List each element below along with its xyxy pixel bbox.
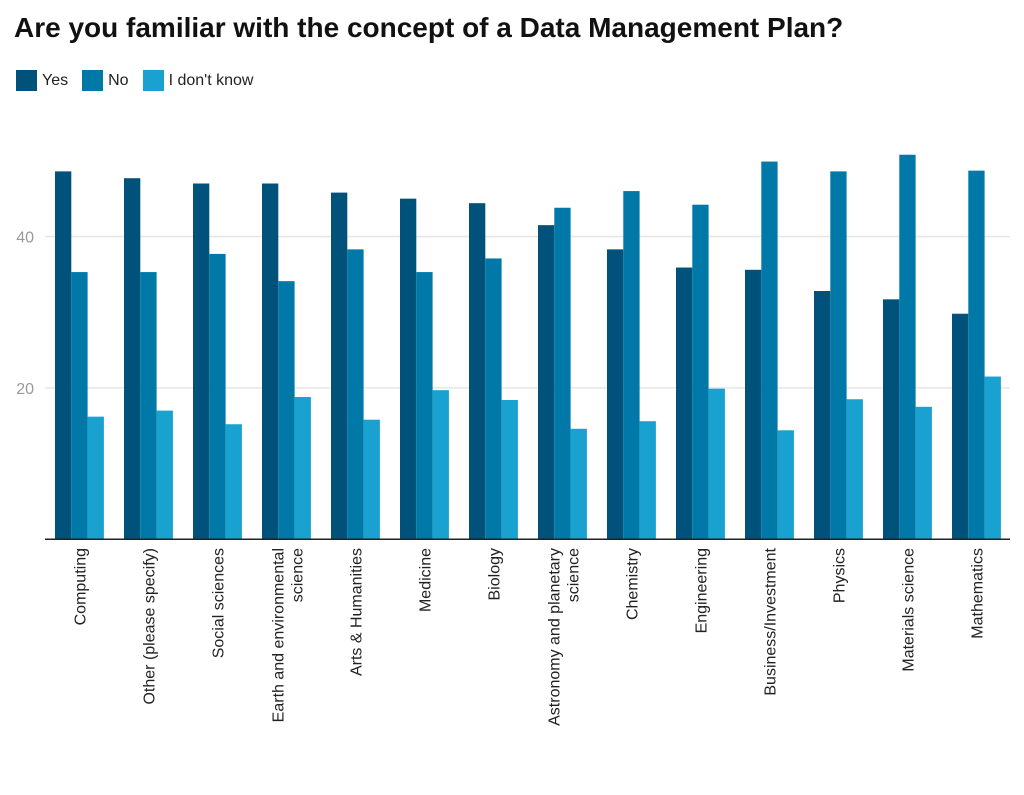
bar-yes bbox=[331, 192, 348, 540]
x-tick-label-line: science bbox=[565, 548, 582, 602]
bar-no bbox=[692, 204, 709, 540]
legend-swatch bbox=[142, 70, 164, 91]
bar-no bbox=[416, 272, 433, 540]
bar-i-don-t-know bbox=[846, 399, 863, 540]
x-tick-label: Mathematics bbox=[969, 548, 986, 639]
bar-no bbox=[761, 161, 778, 540]
bar-yes bbox=[814, 291, 831, 540]
bar-yes bbox=[262, 183, 279, 540]
x-tick-label-line: Social sciences bbox=[210, 548, 227, 658]
bar-yes bbox=[745, 269, 762, 540]
bar-yes bbox=[124, 178, 141, 540]
bar-yes bbox=[676, 267, 693, 540]
bar-i-don-t-know bbox=[363, 419, 380, 540]
bar-i-don-t-know bbox=[915, 406, 932, 540]
bar-i-don-t-know bbox=[777, 430, 794, 540]
legend-item: No bbox=[82, 70, 129, 91]
x-tick-label-line: science bbox=[289, 548, 306, 602]
bar-i-don-t-know bbox=[294, 396, 311, 540]
bar-i-don-t-know bbox=[570, 428, 587, 540]
bar-i-don-t-know bbox=[708, 388, 725, 540]
bar-yes bbox=[883, 299, 900, 540]
x-tick-label: Other (please specify) bbox=[141, 548, 158, 705]
legend-label: Yes bbox=[42, 71, 69, 89]
x-tick-label: Arts & Humanities bbox=[348, 548, 365, 676]
legend-item: I don't know bbox=[142, 70, 254, 91]
y-tick-label: 20 bbox=[16, 381, 34, 398]
bar-i-don-t-know bbox=[639, 421, 656, 540]
x-tick-label: Engineering bbox=[693, 548, 710, 633]
x-tick-label-line: Materials science bbox=[900, 548, 917, 672]
bar-i-don-t-know bbox=[432, 390, 449, 540]
legend: Yes No I don't know bbox=[16, 70, 253, 91]
x-tick-label-line: Biology bbox=[486, 548, 503, 600]
x-tick-label: Medicine bbox=[417, 548, 434, 612]
x-tick-label-line: Arts & Humanities bbox=[348, 548, 365, 676]
x-tick-label: Materials science bbox=[900, 548, 917, 672]
bar-no bbox=[278, 281, 295, 540]
x-tick-label-line: Business/Investment bbox=[762, 547, 779, 695]
bar-yes bbox=[469, 203, 486, 540]
x-tick-label: Social sciences bbox=[210, 548, 227, 658]
bar-yes bbox=[55, 171, 72, 540]
bar-no bbox=[623, 191, 640, 540]
x-tick-label: Computing bbox=[72, 548, 89, 625]
x-tick-label-line: Chemistry bbox=[624, 548, 641, 620]
bar-no bbox=[347, 249, 364, 540]
legend-swatch bbox=[82, 70, 104, 91]
bar-no bbox=[830, 171, 847, 540]
x-tick-label: Business/Investment bbox=[762, 547, 779, 695]
x-tick-label-line: Medicine bbox=[417, 548, 434, 612]
x-tick-label: Earth and environmental science bbox=[270, 548, 306, 722]
x-tick-label-line: Earth and environmental bbox=[270, 548, 287, 722]
bar-no bbox=[554, 207, 571, 540]
x-tick-label: Physics bbox=[831, 548, 848, 603]
bar-yes bbox=[607, 249, 624, 540]
bar-no bbox=[71, 272, 88, 540]
x-tick-label-line: Computing bbox=[72, 548, 89, 625]
x-tick-label: Astronomy and planetary science bbox=[546, 548, 582, 726]
x-tick-label: Biology bbox=[486, 548, 503, 600]
x-tick-label-line: Mathematics bbox=[969, 548, 986, 639]
y-tick-label: 40 bbox=[16, 230, 34, 247]
x-tick-label-line: Other (please specify) bbox=[141, 548, 158, 705]
bar-no bbox=[899, 154, 916, 540]
legend-label: I don't know bbox=[168, 71, 254, 89]
bar-no bbox=[209, 253, 226, 540]
bar-i-don-t-know bbox=[501, 400, 518, 540]
x-tick-label: Chemistry bbox=[624, 548, 641, 620]
bar-i-don-t-know bbox=[87, 416, 104, 540]
bar-yes bbox=[538, 225, 555, 540]
bar-i-don-t-know bbox=[984, 376, 1001, 540]
legend-swatch bbox=[16, 70, 37, 91]
bar-no bbox=[485, 258, 502, 540]
chart-title: Are you familiar with the concept of a D… bbox=[14, 12, 844, 43]
bar-no bbox=[968, 170, 985, 540]
bar-yes bbox=[952, 313, 969, 540]
x-tick-label-line: Engineering bbox=[693, 548, 710, 633]
bar-i-don-t-know bbox=[156, 410, 173, 540]
x-tick-label-line: Astronomy and planetary bbox=[546, 548, 563, 726]
legend-item: Yes bbox=[16, 70, 68, 91]
bar-yes bbox=[400, 198, 417, 540]
x-tick-label-line: Physics bbox=[831, 548, 848, 603]
bar-yes bbox=[193, 183, 210, 540]
bar-no bbox=[140, 272, 157, 540]
bar-i-don-t-know bbox=[225, 424, 242, 540]
legend-label: No bbox=[108, 71, 129, 89]
